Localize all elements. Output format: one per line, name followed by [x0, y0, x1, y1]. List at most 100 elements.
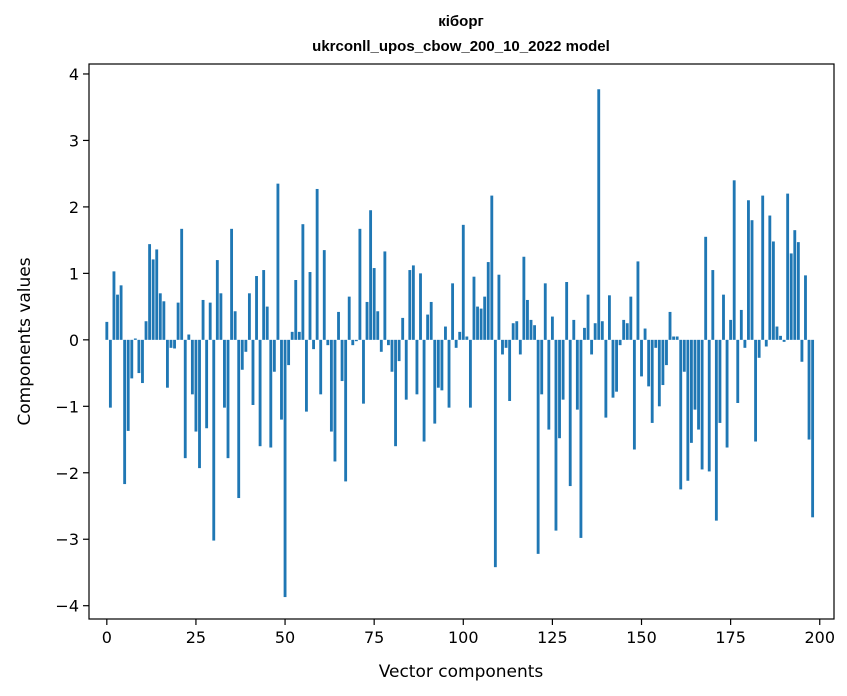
bar-186	[768, 215, 772, 340]
bar-72	[362, 339, 365, 404]
bar-46	[269, 339, 273, 448]
bar-132	[575, 339, 579, 410]
bar-96	[447, 339, 451, 408]
bar-156	[661, 339, 665, 386]
bar-152	[647, 339, 651, 387]
bar-34	[226, 339, 230, 459]
bar-47	[272, 339, 276, 372]
bar-168	[704, 236, 708, 340]
bar-179	[743, 339, 747, 348]
bar-154	[654, 339, 658, 348]
bar-43	[258, 339, 262, 447]
bar-164	[689, 339, 693, 443]
bar-79	[387, 339, 390, 346]
bar-77	[379, 339, 383, 352]
bar-107	[486, 262, 490, 340]
bar-198	[811, 339, 815, 518]
bar-190	[782, 339, 786, 342]
bar-31	[215, 260, 219, 340]
bar-137	[593, 323, 597, 340]
bar-185	[764, 339, 768, 347]
bar-29	[208, 302, 212, 340]
chart-title-line-1: кіборг	[438, 13, 484, 30]
plot-area-frame	[88, 63, 835, 620]
bar-73	[365, 301, 369, 340]
bar-3	[116, 294, 119, 340]
bar-111	[501, 339, 504, 355]
bar-71	[358, 228, 362, 340]
x-tick-label-50: 50	[275, 628, 295, 647]
bar-80	[390, 339, 394, 372]
bar-95	[444, 326, 447, 340]
bar-106	[483, 296, 487, 340]
bar-134	[583, 327, 586, 340]
bar-33	[223, 339, 226, 408]
bar-119	[529, 319, 533, 340]
bar-84	[404, 339, 408, 400]
x-axis-label: Vector components	[379, 662, 544, 682]
bar-51	[287, 339, 291, 366]
x-tick-label-25: 25	[186, 628, 206, 647]
bar-15	[158, 293, 162, 340]
bar-97	[451, 283, 455, 340]
bar-155	[657, 339, 661, 407]
bar-160	[675, 336, 679, 340]
bar-112	[504, 339, 508, 348]
bar-61	[322, 250, 326, 340]
bar-85	[408, 270, 412, 340]
bar-189	[779, 335, 782, 340]
bar-21	[180, 228, 184, 340]
bar-194	[796, 242, 800, 340]
bar-128	[561, 339, 565, 400]
bar-108	[490, 195, 494, 340]
bar-25	[194, 339, 198, 432]
bar-151	[643, 328, 647, 340]
y-tick-label-4: 4	[69, 65, 79, 84]
y-tick-label-0: 0	[69, 331, 79, 350]
bar-148	[632, 339, 636, 450]
bar-30	[212, 339, 216, 541]
bar-101	[465, 336, 469, 340]
bar-49	[280, 339, 283, 420]
bar-193	[793, 230, 797, 340]
bar-157	[665, 339, 668, 366]
x-axis-ticks: 0 25 50 75 100 125 150 175 200	[102, 619, 835, 647]
bar-45	[265, 306, 269, 340]
bar-10	[141, 339, 144, 384]
bar-130	[568, 339, 572, 487]
bar-178	[739, 309, 743, 340]
bar-187	[771, 241, 775, 340]
bar-41	[251, 339, 255, 405]
bar-116	[518, 339, 522, 355]
bar-23	[187, 334, 191, 340]
bar-1	[108, 339, 112, 408]
bar-59	[315, 188, 319, 340]
bar-88	[419, 273, 422, 340]
bar-177	[736, 339, 740, 403]
x-tick-label-200: 200	[804, 628, 835, 647]
bar-36	[233, 311, 237, 340]
bar-167	[700, 339, 704, 470]
bar-83	[401, 317, 405, 340]
bar-195	[800, 339, 804, 362]
bar-38	[240, 339, 244, 370]
bar-171	[714, 339, 718, 521]
bar-170	[711, 270, 715, 340]
bar-149	[636, 261, 640, 340]
bar-94	[440, 339, 444, 391]
bar-55	[301, 224, 305, 340]
bar-150	[640, 339, 643, 377]
bar-120	[533, 325, 536, 340]
bar-57	[308, 272, 312, 340]
bar-92	[433, 339, 437, 424]
bar-7	[130, 339, 134, 379]
bar-22	[183, 339, 187, 459]
bar-32	[219, 293, 223, 340]
chart-title-line-2: ukrconll_upos_cbow_200_10_2022 model	[312, 38, 610, 55]
bar-145	[622, 319, 626, 340]
bar-19	[173, 339, 176, 349]
bar-0	[105, 321, 109, 340]
bar-40	[247, 293, 251, 340]
bar-44	[262, 270, 266, 340]
bar-153	[650, 339, 654, 423]
